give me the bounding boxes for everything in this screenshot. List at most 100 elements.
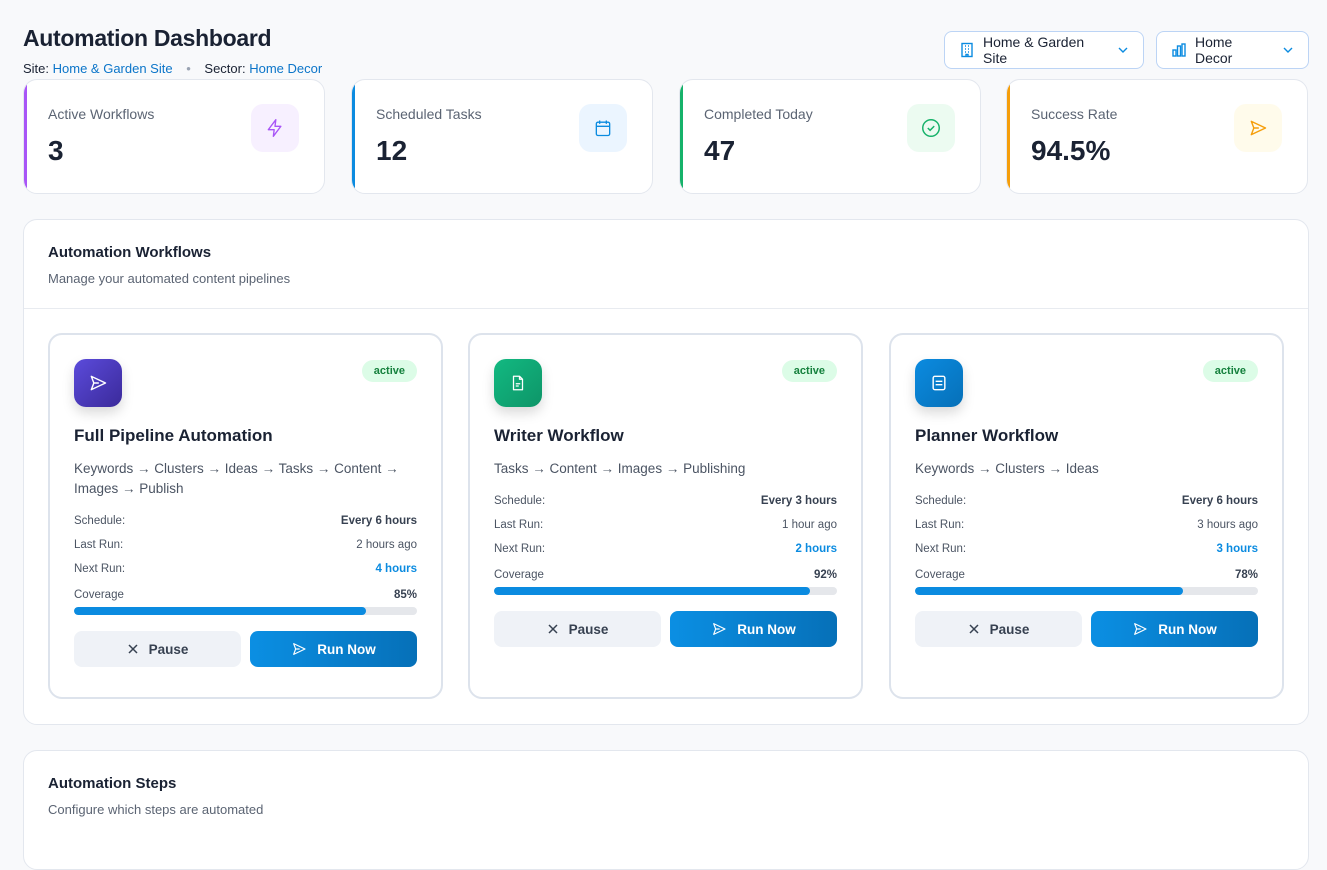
coverage-progress-bar — [494, 587, 837, 595]
schedule-row: Schedule: Every 6 hours — [74, 509, 417, 533]
status-badge: active — [1202, 360, 1258, 382]
schedule-value: Every 3 hours — [760, 495, 837, 507]
coverage-label: Coverage — [74, 589, 124, 601]
coverage-value: 78% — [1234, 569, 1258, 581]
stat-card: Active Workflows 3 — [23, 79, 325, 194]
send-icon — [711, 621, 727, 637]
run-now-button[interactable]: Run Now — [1091, 611, 1258, 647]
run-now-label: Run Now — [737, 621, 796, 637]
stat-accent-bar — [680, 80, 683, 193]
coverage-label: Coverage — [494, 569, 544, 581]
stat-accent-bar — [24, 80, 27, 193]
next-run-value: 2 hours — [795, 543, 837, 555]
schedule-value: Every 6 hours — [1181, 495, 1258, 507]
workflow-description: Keywords → Clusters → Ideas — [915, 461, 1099, 476]
last-run-row: Last Run: 2 hours ago — [74, 533, 417, 557]
stat-card: Completed Today 47 — [679, 79, 981, 194]
close-icon — [548, 624, 558, 634]
stat-accent-bar — [352, 80, 355, 193]
panel-title: Automation Workflows — [48, 244, 212, 261]
panel-title: Automation Steps — [48, 775, 177, 792]
site-value[interactable]: Home & Garden Site — [52, 61, 173, 76]
status-badge: active — [361, 360, 417, 382]
coverage-label: Coverage — [915, 569, 965, 581]
send-icon — [74, 359, 122, 407]
schedule-row: Schedule: Every 6 hours — [915, 489, 1258, 513]
coverage-row: Coverage 85% — [74, 589, 417, 601]
coverage-progress-bar — [74, 607, 417, 615]
stat-label: Scheduled Tasks — [376, 106, 482, 122]
last-run-label: Last Run: — [74, 539, 124, 551]
schedule-label: Schedule: — [915, 495, 967, 507]
run-now-button[interactable]: Run Now — [670, 611, 837, 647]
pause-label: Pause — [989, 621, 1030, 637]
next-run-label: Next Run: — [494, 543, 546, 555]
site-sector-info: Site: Home & Garden Site • Sector: Home … — [23, 61, 322, 76]
workflow-name: Full Pipeline Automation — [74, 426, 273, 445]
workflow-description: Keywords → Clusters → Ideas → Tasks → Co… — [74, 461, 399, 496]
workflow-card: active Planner Workflow Keywords → Clust… — [889, 333, 1284, 699]
workflow-card: active Writer Workflow Tasks → Content →… — [468, 333, 863, 699]
last-run-label: Last Run: — [915, 519, 965, 531]
run-now-label: Run Now — [1158, 621, 1217, 637]
coverage-row: Coverage 78% — [915, 569, 1258, 581]
panel-subtitle: Manage your automated content pipelines — [48, 271, 291, 286]
sector-selector-value: Home Decor — [1195, 34, 1233, 66]
stat-value: 47 — [704, 135, 736, 166]
coverage-progress-fill — [494, 587, 810, 595]
automation-steps-panel: Automation Steps Configure which steps a… — [23, 750, 1309, 870]
pause-button[interactable]: Pause — [494, 611, 661, 647]
status-badge: active — [781, 360, 837, 382]
close-icon — [969, 624, 979, 634]
stat-card: Scheduled Tasks 12 — [351, 79, 653, 194]
last-run-label: Last Run: — [494, 519, 544, 531]
list-icon — [915, 359, 963, 407]
coverage-progress-fill — [915, 587, 1183, 595]
coverage-value: 92% — [813, 569, 837, 581]
last-run-value: 2 hours ago — [356, 539, 417, 551]
next-run-row: Next Run: 4 hours — [74, 557, 417, 581]
site-selector-value: Home & Garden Site — [983, 34, 1085, 66]
run-now-label: Run Now — [317, 641, 376, 657]
send-icon — [1234, 104, 1282, 152]
site-selector[interactable]: Home & Garden Site — [944, 31, 1144, 69]
next-run-value: 3 hours — [1216, 543, 1258, 555]
schedule-label: Schedule: — [494, 495, 546, 507]
chevron-down-icon — [1283, 47, 1293, 53]
schedule-value: Every 6 hours — [340, 515, 417, 527]
pause-button[interactable]: Pause — [915, 611, 1082, 647]
coverage-row: Coverage 92% — [494, 569, 837, 581]
close-icon — [128, 644, 138, 654]
pause-button[interactable]: Pause — [74, 631, 241, 667]
stat-value: 12 — [376, 135, 408, 166]
check-circle-icon — [907, 104, 955, 152]
sector-selector[interactable]: Home Decor — [1156, 31, 1309, 69]
stat-value: 94.5% — [1031, 135, 1111, 166]
sector-value[interactable]: Home Decor — [249, 61, 323, 76]
zap-icon — [251, 104, 299, 152]
last-run-row: Last Run: 3 hours ago — [915, 513, 1258, 537]
chevron-down-icon — [1118, 47, 1128, 53]
calendar-icon — [579, 104, 627, 152]
file-text-icon — [494, 359, 542, 407]
divider — [24, 308, 1308, 309]
sector-label: Sector: — [204, 61, 246, 76]
next-run-label: Next Run: — [915, 543, 967, 555]
schedule-label: Schedule: — [74, 515, 126, 527]
workflow-card: active Full Pipeline Automation Keywords… — [48, 333, 443, 699]
pause-label: Pause — [568, 621, 609, 637]
workflow-description: Tasks → Content → Images → Publishing — [494, 461, 746, 476]
send-icon — [291, 641, 307, 657]
last-run-row: Last Run: 1 hour ago — [494, 513, 837, 537]
bar-chart-icon — [1172, 43, 1186, 57]
stat-value: 3 — [48, 135, 64, 166]
coverage-value: 85% — [393, 589, 417, 601]
building-icon — [961, 42, 973, 58]
page-title: Automation Dashboard — [23, 25, 272, 51]
next-run-row: Next Run: 3 hours — [915, 537, 1258, 561]
send-icon — [1132, 621, 1148, 637]
run-now-button[interactable]: Run Now — [250, 631, 417, 667]
site-label: Site: — [23, 61, 50, 76]
pause-label: Pause — [148, 641, 189, 657]
workflow-name: Planner Workflow — [915, 426, 1059, 445]
